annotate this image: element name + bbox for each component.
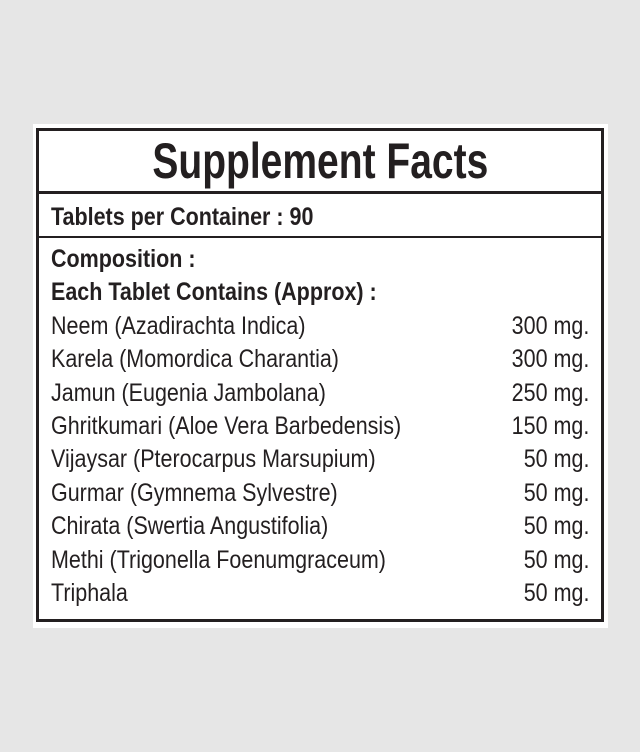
supplement-facts-panel: Supplement Facts Tablets per Container :… <box>33 124 608 628</box>
ingredient-name: Gurmar (Gymnema Sylvestre) <box>51 478 338 507</box>
divider <box>39 191 601 194</box>
ingredient-name: Chirata (Swertia Angustifolia) <box>51 512 329 541</box>
ingredient-row: Chirata (Swertia Angustifolia) 50 mg. <box>51 510 589 543</box>
ingredient-row: Gurmar (Gymnema Sylvestre) 50 mg. <box>51 477 589 510</box>
title-text: Supplement Facts <box>152 133 488 189</box>
ingredient-name: Ghritkumari (Aloe Vera Barbedensis) <box>51 411 402 440</box>
tablets-per-container: Tablets per Container : 90 <box>51 203 314 231</box>
ingredient-amount: 50 mg. <box>523 578 589 607</box>
ingredient-amount: 300 mg. <box>511 345 589 374</box>
divider <box>39 236 601 238</box>
ingredient-row: Triphala 50 mg. <box>51 577 589 610</box>
ingredient-amount: 250 mg. <box>511 378 589 407</box>
ingredient-name: Karela (Momordica Charantia) <box>51 345 339 374</box>
ingredient-name: Triphala <box>51 578 128 607</box>
ingredient-amount: 50 mg. <box>523 512 589 541</box>
ingredient-name: Methi (Trigonella Foenumgraceum) <box>51 545 386 574</box>
ingredient-amount: 300 mg. <box>511 311 589 340</box>
ingredient-row: Neem (Azadirachta Indica) 300 mg. <box>51 310 589 343</box>
ingredient-row: Ghritkumari (Aloe Vera Barbedensis) 150 m… <box>51 410 589 443</box>
ingredient-row: Methi (Trigonella Foenumgraceum) 50 mg. <box>51 544 589 577</box>
supplement-facts-table: Supplement Facts Tablets per Container :… <box>36 128 604 622</box>
ingredient-name: Vijaysar (Pterocarpus Marsupium) <box>51 445 376 474</box>
ingredient-row: Vijaysar (Pterocarpus Marsupium) 50 mg. <box>51 443 589 476</box>
composition-list: Composition : Each Tablet Contains (Appr… <box>51 243 589 610</box>
ingredient-amount: 50 mg. <box>523 445 589 474</box>
each-tablet-label: Each Tablet Contains (Approx) : <box>51 278 377 307</box>
ingredient-amount: 150 mg. <box>511 411 589 440</box>
each-tablet-heading: Each Tablet Contains (Approx) : <box>51 276 589 309</box>
ingredient-name: Neem (Azadirachta Indica) <box>51 311 306 340</box>
ingredient-amount: 50 mg. <box>523 545 589 574</box>
composition-label: Composition : <box>51 245 196 273</box>
ingredient-amount: 50 mg. <box>523 478 589 507</box>
ingredient-name: Jamun (Eugenia Jambolana) <box>51 378 326 407</box>
composition-heading: Composition : <box>51 243 589 276</box>
title: Supplement Facts <box>39 133 601 190</box>
ingredient-row: Karela (Momordica Charantia) 300 mg. <box>51 343 589 376</box>
ingredient-row: Jamun (Eugenia Jambolana) 250 mg. <box>51 377 589 410</box>
